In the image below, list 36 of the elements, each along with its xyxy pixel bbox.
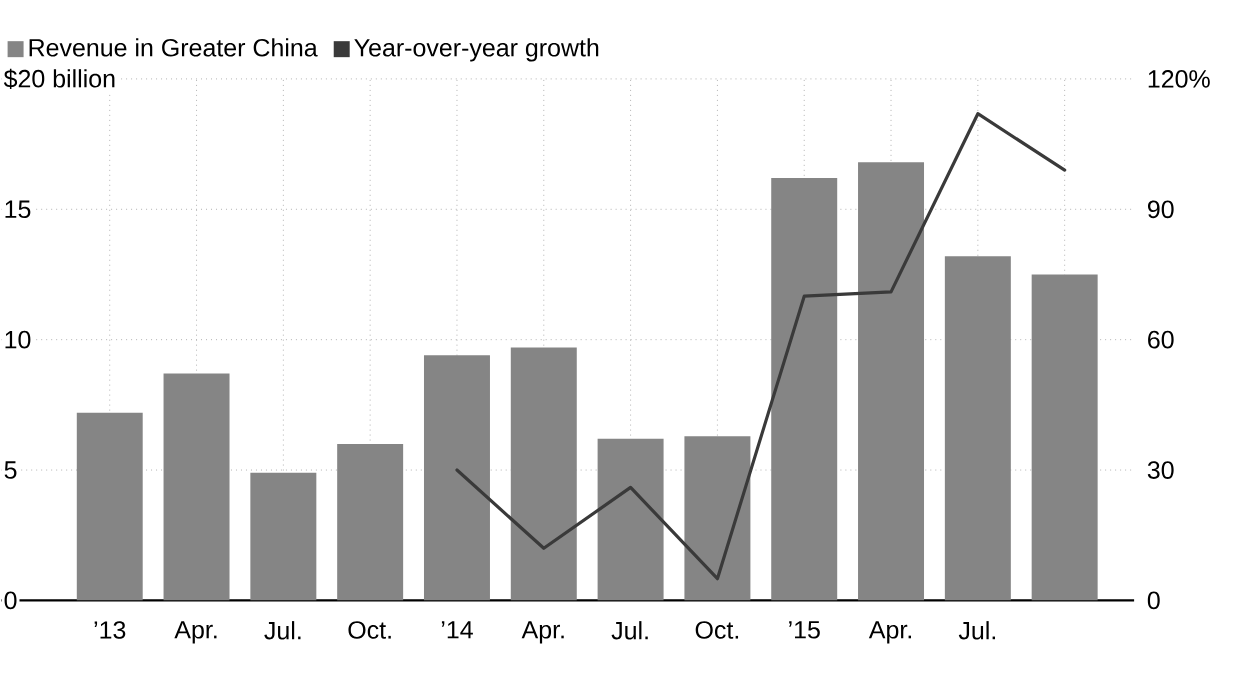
x-tick-label: Jul. [611, 620, 648, 640]
y2-tick-label: 90 [1147, 200, 1174, 218]
x-tick-label: ’15 [789, 620, 820, 639]
line-series [455, 111, 1067, 581]
y-tick-label: 10 [5, 330, 31, 349]
y2-tick-label: 30 [1147, 461, 1174, 479]
bar [944, 256, 1011, 601]
x-tick-label: ’13 [94, 620, 126, 639]
bar [1031, 274, 1098, 601]
bar [250, 472, 317, 601]
bar [76, 412, 143, 601]
x-tick-label: Jul. [264, 620, 301, 640]
x-tick-label: Oct. [695, 620, 739, 639]
x-tick-label: Oct. [348, 620, 391, 639]
legend-label: Year-over-year growth [354, 38, 599, 62]
bar [597, 438, 664, 601]
bar [510, 347, 577, 601]
y2-tick-label: 60 [1148, 330, 1174, 349]
y-tick-label: 15 [5, 200, 31, 218]
bar [684, 435, 751, 601]
bar [337, 443, 404, 601]
bar [858, 162, 925, 601]
bar [423, 355, 490, 601]
x-tick-label: Apr. [174, 620, 217, 644]
y2-tick-label: 120% [1148, 69, 1210, 88]
y-tick-label: 0 [4, 591, 17, 610]
x-tick-label: Jul. [958, 620, 995, 640]
x-tick-label: ’14 [441, 620, 473, 639]
bar [771, 177, 838, 601]
y2-tick-label: 0 [1147, 591, 1160, 610]
bar [163, 373, 230, 601]
y-tick-label: 5 [4, 461, 17, 479]
x-tick-label: Apr. [868, 620, 911, 644]
legend-label: Revenue in Greater China [29, 38, 318, 57]
x-tick-label: Apr. [521, 620, 564, 644]
y-tick-label: $20 billion [3, 68, 115, 89]
